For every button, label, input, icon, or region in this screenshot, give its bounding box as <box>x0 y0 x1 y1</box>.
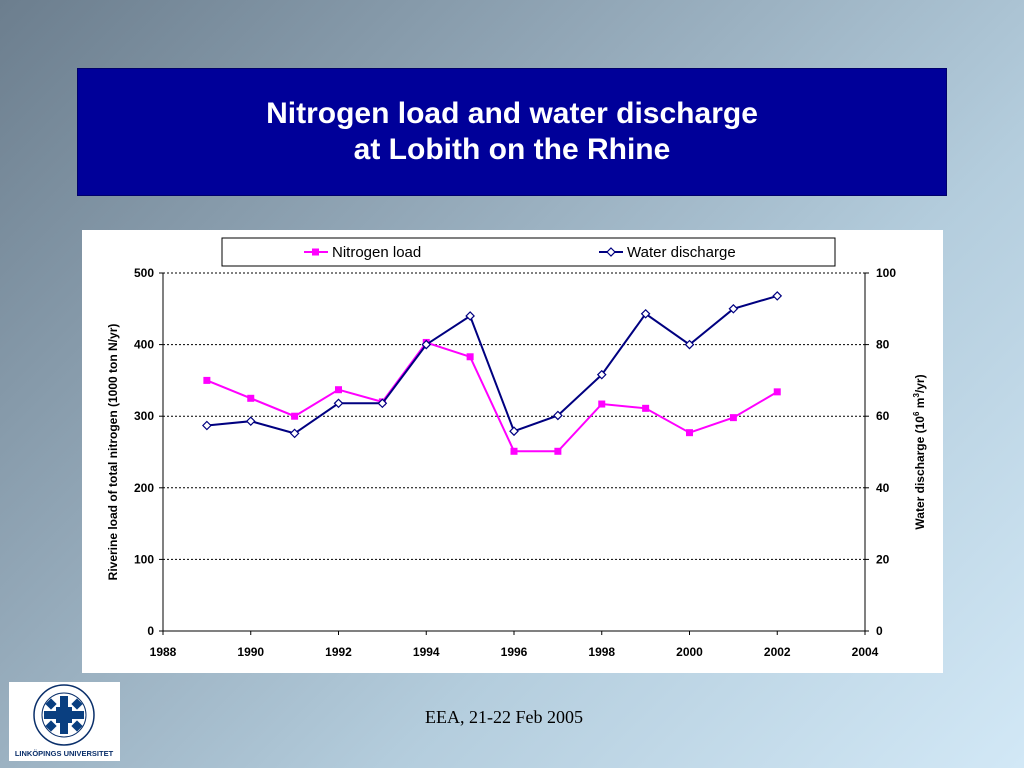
y-right-tick-label: 80 <box>876 338 890 352</box>
data-point-nitrogen <box>642 404 650 412</box>
gridlines <box>163 272 865 560</box>
data-point-discharge <box>509 426 519 437</box>
x-tick-label: 2004 <box>852 645 879 659</box>
data-point-nitrogen <box>554 447 562 455</box>
linkoping-logo-icon: LINKÖPINGS UNIVERSITET <box>15 684 114 758</box>
data-point-nitrogen <box>773 388 781 396</box>
legend-nitrogen: Nitrogen load <box>304 244 421 261</box>
data-point-discharge <box>728 303 739 314</box>
y-left-tick-label: 400 <box>134 338 154 352</box>
university-logo: LINKÖPINGS UNIVERSITET <box>9 682 120 761</box>
data-point-discharge <box>421 339 432 350</box>
y-right-tick-label: 100 <box>876 266 896 280</box>
series-line-discharge <box>206 294 778 435</box>
y-left-tick-label: 200 <box>134 481 154 495</box>
x-tick-label: 2002 <box>764 645 791 659</box>
data-point-nitrogen <box>247 394 255 402</box>
data-point-nitrogen <box>729 414 737 422</box>
data-point-discharge <box>202 420 212 431</box>
y-left-tick-label: 500 <box>134 266 154 280</box>
y-axis-right-label-prefix: Water discharge (10 <box>913 416 927 530</box>
slide-title-line-1: Nitrogen load and water discharge <box>266 97 758 130</box>
series-line-nitrogen <box>206 341 778 453</box>
x-tick-label: 1988 <box>150 645 177 659</box>
data-point-discharge <box>289 428 300 439</box>
data-point-nitrogen <box>291 412 299 420</box>
y-axis-right-label: Water discharge (106 m3/yr) <box>912 374 927 529</box>
data-point-nitrogen <box>203 376 211 384</box>
footer-event-text: EEA, 21-22 Feb 2005 <box>425 707 583 727</box>
y-right-tick-label: 60 <box>876 409 890 423</box>
data-point-nitrogen <box>510 447 518 455</box>
data-point-discharge <box>596 369 607 380</box>
tick-labels: 0 100 200 300 400 500 0 20 40 60 80 100 1988 1990 1992… <box>134 266 896 659</box>
legend-discharge-marker <box>606 247 616 257</box>
chart-panel: Nitrogen load Water discharge 0 100 200 300… <box>82 230 943 673</box>
legend-discharge: Water discharge <box>599 244 736 261</box>
y-left-tick-label: 300 <box>134 409 154 423</box>
x-tick-label: 1998 <box>588 645 615 659</box>
x-tick-label: 1992 <box>325 645 352 659</box>
y-axis-right-label-exp1: 6 <box>912 411 921 416</box>
x-tick-label: 2000 <box>676 645 703 659</box>
x-tick-label: 1996 <box>501 645 528 659</box>
title-banner: Nitrogen load and water discharge at Lob… <box>77 68 947 196</box>
y-axis-right-label-mid: m <box>913 398 927 412</box>
data-point-nitrogen <box>335 386 342 394</box>
data-point-discharge <box>377 398 388 409</box>
y-right-tick-label: 0 <box>876 624 883 638</box>
slide-title-line-2: at Lobith on the Rhine <box>353 133 671 166</box>
x-tick-label: 1990 <box>237 645 264 659</box>
legend-nitrogen-marker <box>312 248 319 256</box>
y-right-tick-label: 40 <box>876 481 890 495</box>
data-point-discharge <box>465 311 475 321</box>
y-axis-right-label-suffix: /yr) <box>913 374 927 393</box>
logo-bottom-text: LINKÖPINGS UNIVERSITET <box>15 749 114 758</box>
series-lines <box>202 291 783 455</box>
data-point-discharge <box>640 308 651 319</box>
axes <box>159 272 869 635</box>
data-point-nitrogen <box>466 353 474 361</box>
data-point-discharge <box>553 410 563 421</box>
y-axis-right-label-exp2: 3 <box>912 393 921 398</box>
y-right-tick-label: 20 <box>876 552 890 566</box>
data-point-nitrogen <box>686 429 693 437</box>
data-point-discharge <box>245 416 256 427</box>
legend-nitrogen-label: Nitrogen load <box>332 244 421 261</box>
data-point-discharge <box>333 398 344 409</box>
data-point-discharge <box>684 339 695 350</box>
data-point-discharge <box>772 291 783 301</box>
y-left-tick-label: 100 <box>134 552 154 566</box>
y-left-tick-label: 0 <box>147 624 154 638</box>
x-tick-label: 1994 <box>413 645 440 659</box>
y-axis-left-label: Riverine load of total nitrogen (1000 to… <box>106 324 120 581</box>
data-point-nitrogen <box>598 400 606 408</box>
chart-svg: Nitrogen load Water discharge 0100200300… <box>106 237 927 659</box>
legend-discharge-label: Water discharge <box>627 244 736 261</box>
